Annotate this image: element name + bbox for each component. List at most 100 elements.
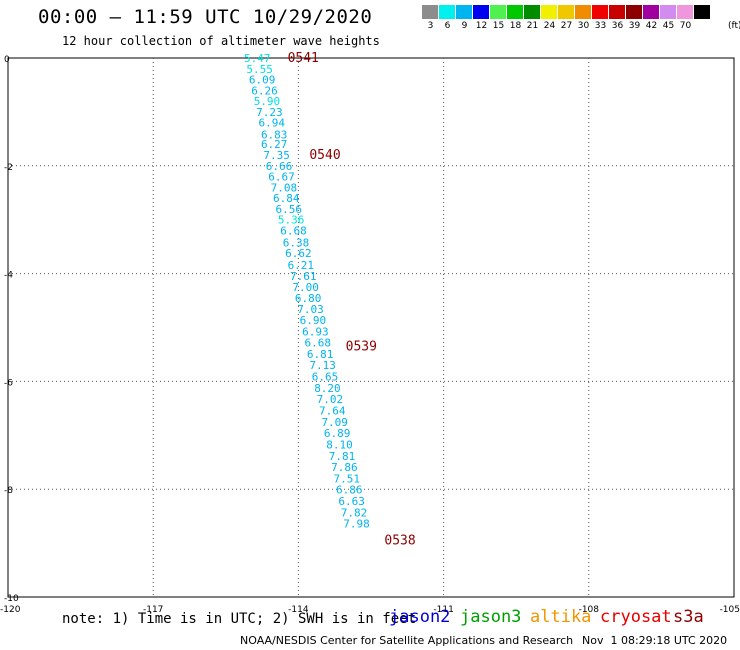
- legend-swatch: [694, 5, 711, 19]
- swh-value-label: 5.36: [278, 214, 305, 227]
- legend-swatch: [524, 5, 541, 19]
- swh-value-label: 7.86: [331, 461, 358, 474]
- swh-value-label: 6.38: [283, 236, 310, 249]
- legend-swatch: [473, 5, 490, 19]
- time-label: 0541: [288, 51, 319, 66]
- y-tick-label: -10: [4, 594, 19, 604]
- y-tick-label: -2: [4, 163, 13, 173]
- legend-label: 9: [461, 21, 468, 31]
- swh-value-label: 6.66: [266, 160, 293, 173]
- legend-label: 24: [543, 21, 556, 31]
- swh-value-label: 6.27: [261, 138, 288, 151]
- swh-value-label: 6.83: [261, 129, 288, 142]
- legend-label: 12: [475, 21, 488, 31]
- swh-value-label: 7.13: [309, 359, 336, 372]
- swh-value-label: 7.35: [263, 149, 290, 162]
- plot-frame: [7, 57, 735, 598]
- swh-value-label: 7.81: [329, 450, 356, 463]
- swh-value-label: 7.02: [317, 393, 344, 406]
- y-tick-label: -8: [4, 486, 13, 496]
- x-tick-label: -117: [143, 605, 163, 615]
- swh-value-label: 6.09: [249, 74, 276, 87]
- swh-value-label: 7.64: [319, 405, 346, 418]
- swh-value-label: 5.47: [244, 52, 271, 65]
- swh-value-label: 6.26: [251, 84, 278, 97]
- legend-swatch: [490, 5, 507, 19]
- legend-label: 21: [526, 21, 539, 31]
- swh-value-label: 6.63: [338, 495, 365, 508]
- swh-value-label: 6.68: [305, 337, 332, 350]
- swh-value-label: 6.94: [259, 117, 286, 130]
- legend-swatch: [626, 5, 643, 19]
- swh-value-label: 7.09: [321, 416, 348, 429]
- x-tick-label: -111: [433, 605, 453, 615]
- legend-unit: (ft): [728, 21, 740, 31]
- legend-swatches: [422, 5, 711, 19]
- satellite-label-altika: altika: [530, 607, 592, 627]
- swh-value-label: 6.86: [336, 484, 363, 497]
- swh-value-label: 7.61: [290, 270, 317, 283]
- legend-label: 45: [662, 21, 675, 31]
- time-label: 0538: [384, 533, 415, 548]
- swh-value-label: 7.03: [297, 303, 324, 316]
- swh-value-label: 7.82: [341, 506, 368, 519]
- swh-value-label: 7.98: [343, 518, 370, 531]
- timestamp-text: Nov 1 08:29:18 UTC 2020: [582, 634, 728, 647]
- swh-value-label: 6.93: [302, 325, 329, 338]
- legend-label: 70: [679, 21, 692, 31]
- legend-swatch: [541, 5, 558, 19]
- swh-value-label: 6.68: [280, 224, 307, 237]
- legend-label: 36: [611, 21, 624, 31]
- swh-value-label: 8.10: [326, 438, 353, 451]
- legend-swatch: [439, 5, 456, 19]
- satellite-label-jason2: jason2: [389, 607, 451, 627]
- swh-value-label: 6.62: [285, 247, 312, 260]
- swh-value-label: 7.08: [271, 181, 298, 194]
- y-tick-label: 0: [4, 55, 10, 65]
- legend-label: 33: [594, 21, 607, 31]
- legend-label: 42: [645, 21, 658, 31]
- legend-label: 27: [560, 21, 573, 31]
- legend-swatch: [456, 5, 473, 19]
- legend-label: 39: [628, 21, 641, 31]
- page-subtitle: 12 hour collection of altimeter wave hei…: [62, 34, 380, 48]
- legend-swatch: [422, 5, 439, 19]
- legend-swatch: [507, 5, 524, 19]
- satellite-label-cryosat: cryosat: [600, 607, 672, 627]
- swh-value-label: 5.90: [254, 95, 281, 108]
- swh-value-label: 8.20: [314, 382, 341, 395]
- legend-swatch: [677, 5, 694, 19]
- swh-value-label: 6.89: [324, 427, 351, 440]
- legend-label: 30: [577, 21, 590, 31]
- swh-value-label: 6.56: [275, 203, 302, 216]
- swh-value-label: 6.21: [288, 259, 315, 272]
- swh-value-label: 6.84: [273, 192, 300, 205]
- legend-label: 15: [492, 21, 505, 31]
- legend-swatch: [592, 5, 609, 19]
- footer-note: note: 1) Time is in UTC; 2) SWH is in fe…: [62, 611, 417, 627]
- legend-label: 18: [509, 21, 522, 31]
- swh-value-label: 7.00: [292, 281, 319, 294]
- x-tick-label: -105: [720, 605, 740, 615]
- legend-swatch: [609, 5, 626, 19]
- time-label: 0539: [346, 339, 377, 354]
- legend-swatch: [643, 5, 660, 19]
- x-tick-label: -114: [288, 605, 309, 615]
- swh-value-label: 6.67: [268, 171, 295, 184]
- swh-value-label: 6.81: [307, 348, 334, 361]
- x-tick-label: -108: [579, 605, 600, 615]
- time-label: 0540: [309, 148, 340, 163]
- swh-value-label: 6.65: [312, 371, 339, 384]
- swh-value-label: 6.80: [295, 292, 322, 305]
- legend-swatch: [575, 5, 592, 19]
- swh-value-label: 7.51: [334, 472, 361, 485]
- page-title: 00:00 – 11:59 UTC 10/29/2020: [38, 6, 373, 28]
- swh-value-label: 6.90: [300, 314, 327, 327]
- legend-swatch: [660, 5, 677, 19]
- x-tick-label: -120: [0, 605, 21, 615]
- satellite-label-jason3: jason3: [460, 607, 522, 627]
- legend-label: 6: [444, 21, 451, 31]
- y-tick-label: -4: [4, 271, 13, 281]
